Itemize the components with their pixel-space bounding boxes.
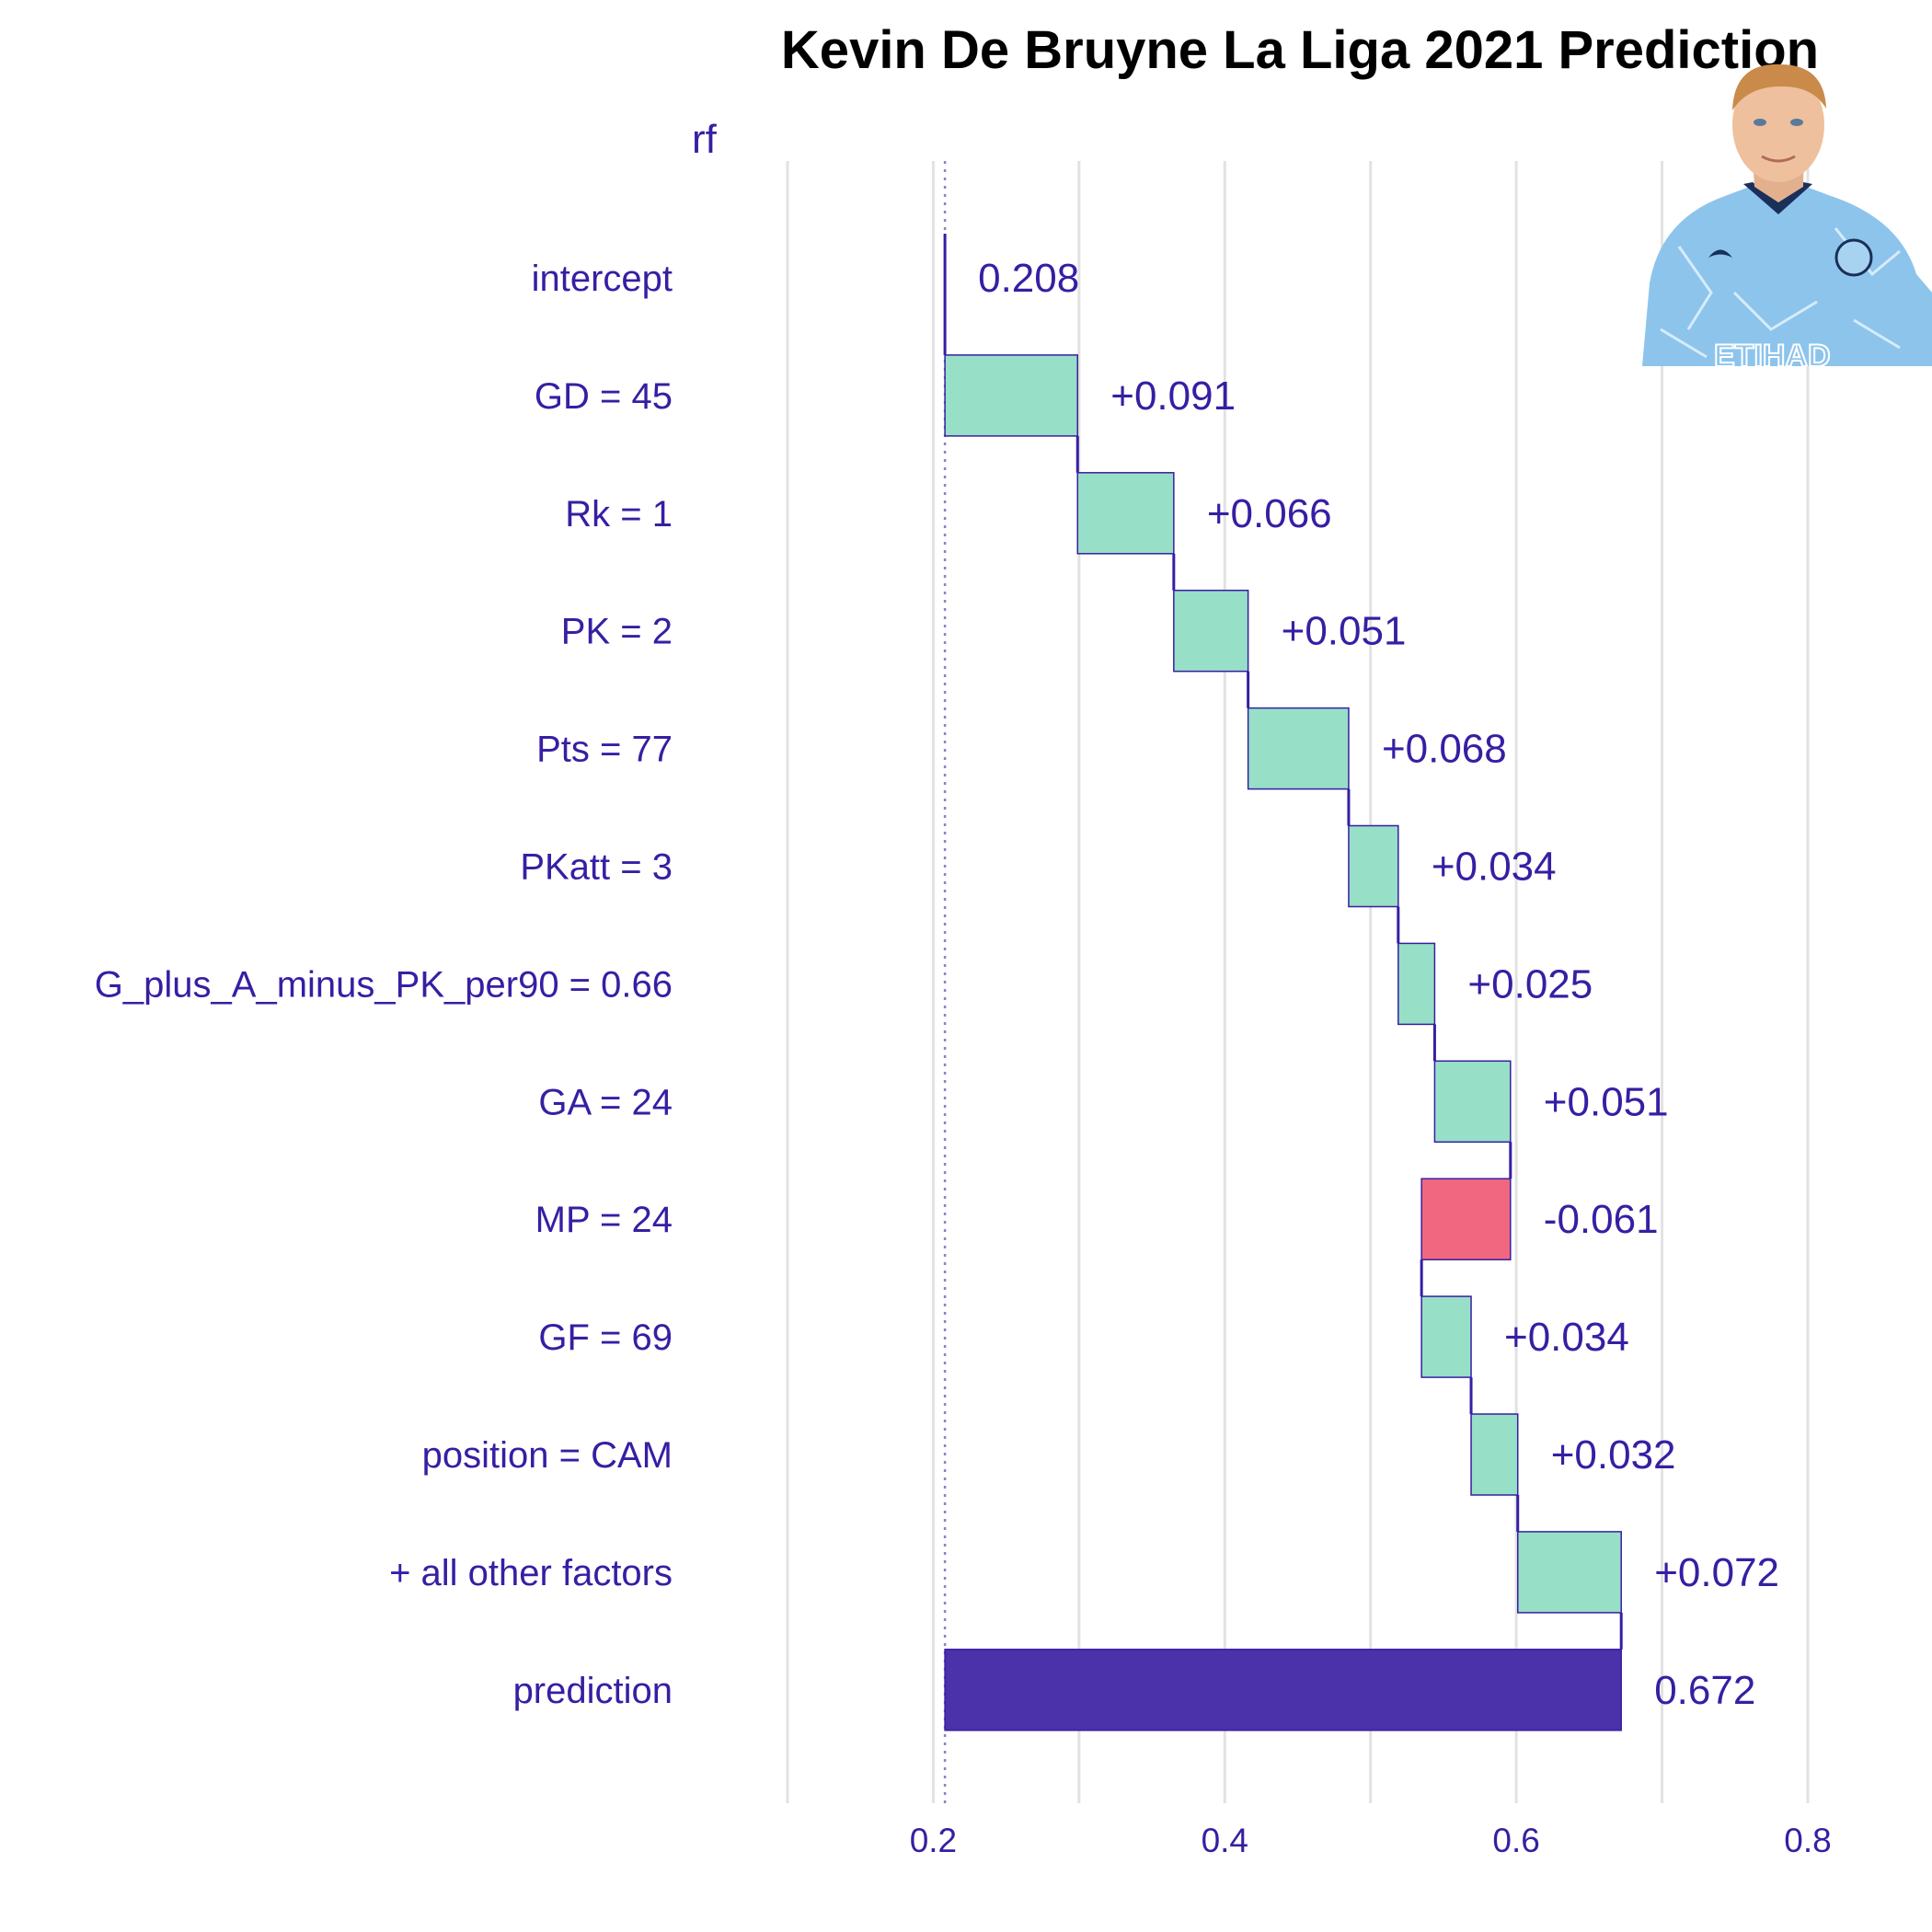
value-labels: 0.208 +0.091 +0.066 +0.051 +0.068 +0.034 +0.02… — [978, 256, 1779, 1713]
x-tick-label: 0.6 — [1492, 1822, 1539, 1859]
value-label: +0.034 — [1432, 845, 1557, 890]
value-label: +0.032 — [1551, 1432, 1676, 1478]
value-label: +0.091 — [1110, 374, 1236, 419]
x-tick-label: 0.2 — [910, 1822, 957, 1859]
value-label: 0.208 — [978, 256, 1079, 301]
row-label: intercept — [532, 259, 673, 299]
row-label: MP = 24 — [535, 1200, 673, 1240]
left-eye — [1754, 119, 1766, 126]
value-label: +0.051 — [1544, 1079, 1669, 1124]
row-label: GA = 24 — [538, 1082, 673, 1122]
row-label: Pts = 77 — [536, 730, 673, 770]
contribution-bar — [1397, 942, 1436, 1026]
contribution-bar — [1433, 1060, 1512, 1144]
row-label: prediction — [513, 1671, 673, 1711]
row-label: PK = 2 — [561, 612, 673, 652]
model-label: rf — [692, 117, 718, 162]
x-tick-label: 0.4 — [1202, 1822, 1248, 1859]
value-label: +0.025 — [1467, 961, 1593, 1006]
connectors — [943, 324, 1623, 1650]
kit-sponsor-text: ETIHAD — [1714, 339, 1831, 366]
value-label: +0.051 — [1282, 609, 1407, 654]
brand-logo-icon — [1708, 249, 1732, 258]
row-label: GF = 69 — [538, 1317, 673, 1358]
row-label: position = CAM — [422, 1435, 673, 1476]
row-label: + all other factors — [389, 1553, 673, 1593]
shirt-pattern — [1660, 227, 1901, 359]
contribution-bar — [1420, 1178, 1512, 1260]
bars — [943, 234, 1622, 1731]
row-label: GD = 45 — [535, 376, 673, 417]
club-badge-icon — [1834, 238, 1873, 277]
row-labels: intercept GD = 45 Rk = 1 PK = 2 Pts = 77 PKat… — [95, 259, 673, 1711]
value-label: 0.672 — [1654, 1668, 1755, 1713]
contribution-bar — [1516, 1531, 1622, 1614]
value-label: +0.034 — [1504, 1315, 1629, 1360]
contribution-bar — [1076, 472, 1175, 555]
grid-lines — [786, 161, 1810, 1803]
value-label: +0.072 — [1654, 1550, 1779, 1595]
contribution-bar — [1420, 1295, 1472, 1378]
value-label: +0.068 — [1382, 727, 1507, 772]
value-label: -0.061 — [1544, 1197, 1659, 1242]
contribution-bar — [1348, 824, 1399, 908]
value-label: +0.066 — [1207, 491, 1332, 536]
hair — [1732, 63, 1826, 110]
contribution-bar — [1173, 589, 1249, 673]
right-eye — [1790, 119, 1803, 126]
x-axis-ticks: 0.2 0.4 0.6 0.8 — [910, 1822, 1832, 1859]
row-label: PKatt = 3 — [520, 847, 673, 888]
row-label: G_plus_A_minus_PK_per90 = 0.66 — [95, 964, 673, 1005]
prediction-bar — [944, 1649, 1622, 1731]
mouth — [1761, 155, 1796, 163]
player-photo: ETIHAD — [1642, 63, 1932, 366]
contribution-bar — [1247, 707, 1350, 790]
contribution-bar — [1470, 1413, 1519, 1496]
row-label: Rk = 1 — [565, 494, 673, 535]
chart-title: Kevin De Bruyne La Liga 2021 Prediction — [781, 20, 1819, 80]
x-tick-label: 0.8 — [1784, 1822, 1831, 1859]
shirt-body — [1642, 182, 1932, 366]
face — [1732, 68, 1824, 182]
contribution-bar — [944, 354, 1079, 437]
